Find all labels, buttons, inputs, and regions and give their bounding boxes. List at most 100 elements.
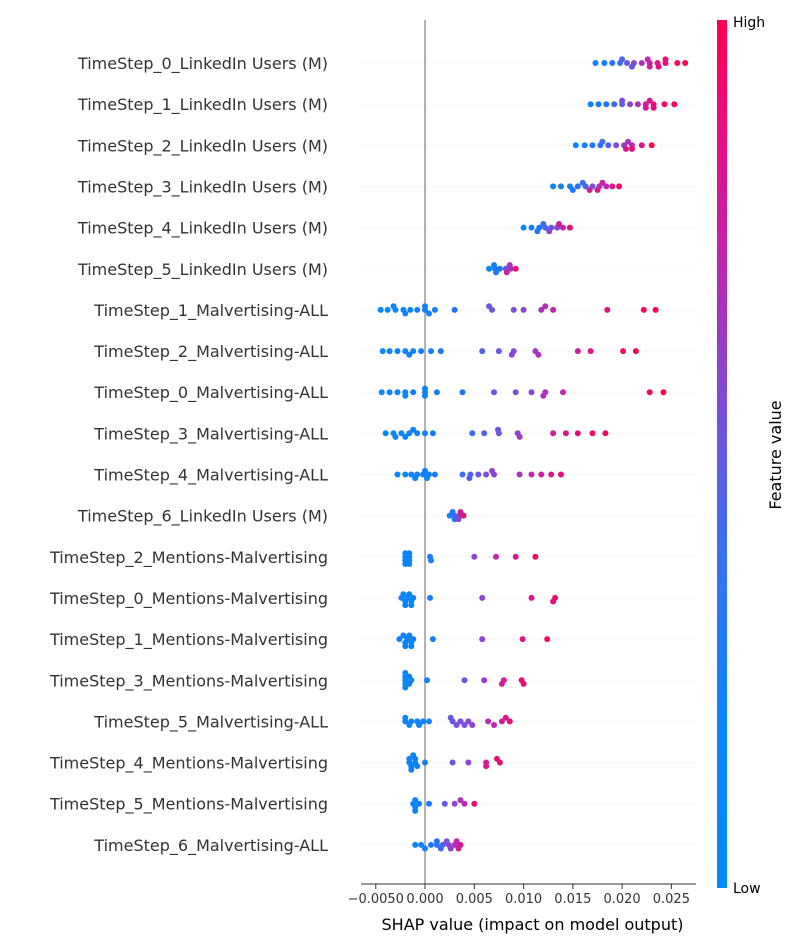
shap-point	[396, 636, 403, 643]
shap-point	[538, 306, 545, 313]
shap-points	[377, 56, 689, 852]
shap-point	[574, 430, 581, 437]
shap-point	[644, 56, 651, 63]
shap-point	[481, 677, 488, 684]
shap-point	[485, 718, 492, 725]
shap-point	[520, 306, 527, 313]
feature-label: TimeStep_4_LinkedIn Users (M)	[77, 219, 328, 239]
shap-point	[516, 471, 523, 478]
shap-point	[646, 97, 653, 104]
row-gridlines	[361, 62, 696, 846]
shap-point	[428, 348, 434, 355]
feature-label: TimeStep_1_Mentions-Malvertising	[49, 630, 328, 650]
shap-point	[605, 142, 612, 149]
shap-point	[638, 142, 645, 149]
shap-point	[595, 101, 602, 108]
shap-point	[587, 101, 594, 108]
colorbar-low-label: Low	[733, 881, 761, 897]
shap-point	[402, 348, 409, 355]
shap-point	[437, 348, 444, 355]
shap-point	[625, 138, 631, 145]
shap-point	[398, 430, 405, 437]
shap-point	[408, 471, 415, 478]
shap-point	[632, 348, 639, 355]
shap-point	[469, 722, 476, 728]
shap-point	[542, 303, 549, 310]
shap-point	[602, 430, 609, 437]
shap-point	[662, 56, 669, 63]
shap-point	[620, 348, 627, 355]
shap-point	[540, 392, 547, 399]
feature-label: TimeStep_2_Malvertising-ALL	[93, 342, 328, 362]
shap-point	[459, 389, 466, 396]
shap-point	[627, 101, 633, 108]
shap-point	[384, 306, 391, 313]
shap-point	[498, 718, 505, 725]
shap-point	[457, 718, 464, 725]
shap-point	[550, 598, 557, 605]
shap-point	[402, 684, 409, 691]
shap-point	[540, 221, 547, 227]
shap-point	[486, 303, 493, 310]
shap-point	[594, 187, 601, 193]
shap-point	[479, 636, 486, 643]
shap-point	[455, 845, 462, 852]
shap-point	[465, 718, 472, 725]
feature-label: TimeStep_3_Malvertising-ALL	[93, 424, 328, 444]
shap-point	[493, 269, 499, 276]
shap-point	[510, 306, 517, 313]
shap-point	[516, 433, 523, 440]
x-tick-label: −0.0050	[348, 892, 404, 907]
shap-point	[660, 389, 667, 396]
shap-point	[491, 389, 497, 396]
shap-point	[410, 389, 417, 396]
shap-point	[451, 800, 458, 807]
shap-point	[574, 183, 581, 190]
shap-point	[534, 228, 541, 235]
shap-point	[422, 392, 428, 399]
shap-point	[502, 714, 509, 721]
shap-point	[682, 60, 689, 66]
feature-label: TimeStep_1_LinkedIn Users (M)	[77, 95, 328, 115]
shap-point	[400, 591, 407, 598]
shap-point	[394, 389, 401, 396]
shap-point	[402, 392, 409, 399]
shap-point	[422, 467, 428, 474]
shap-point	[589, 142, 596, 149]
shap-point	[410, 752, 417, 759]
shap-point	[402, 433, 409, 440]
shap-point	[471, 553, 478, 560]
shap-point	[406, 591, 413, 598]
shap-point	[469, 430, 476, 437]
shap-point	[406, 755, 413, 762]
shap-point	[652, 306, 659, 313]
shap-point	[544, 636, 551, 643]
shap-point	[520, 680, 527, 687]
shap-point	[449, 759, 456, 766]
shap-point	[465, 759, 472, 766]
shap-point	[592, 60, 599, 66]
shap-point	[433, 838, 440, 845]
shap-point	[560, 224, 566, 231]
shap-point	[392, 433, 399, 440]
shap-point	[390, 303, 397, 310]
shap-point	[674, 60, 681, 66]
shap-point	[412, 475, 419, 482]
shap-point	[406, 550, 413, 557]
shap-point	[495, 426, 501, 433]
shap-point	[619, 56, 626, 63]
shap-point	[426, 718, 432, 725]
shap-point	[414, 430, 421, 437]
shap-point	[589, 430, 596, 437]
shap-point	[475, 471, 482, 478]
shap-point	[528, 594, 535, 601]
shap-point	[560, 389, 566, 396]
x-tick-label: 0.000	[406, 892, 443, 907]
shap-point	[538, 471, 545, 478]
shap-point	[431, 471, 438, 478]
shap-point	[406, 351, 413, 358]
shap-point	[609, 60, 616, 66]
shap-point	[400, 632, 407, 639]
shap-point	[416, 722, 423, 728]
